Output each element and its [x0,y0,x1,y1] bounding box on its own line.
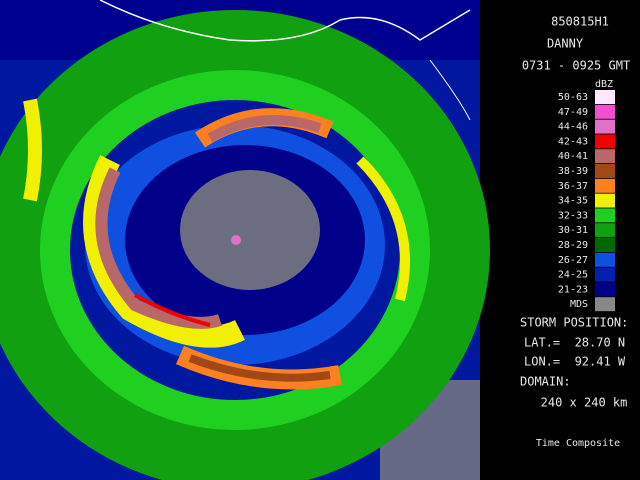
domain-heading: DOMAIN: [520,375,571,389]
eye-gray [180,170,320,290]
legend-label: 28-29 [558,240,588,251]
legend-swatch [595,90,615,104]
longitude: LON.= 92.41 W [524,355,626,369]
legend: 50-63 47-49 44-46 42-43 40-41 38-39 36-37 34-35… [558,90,615,312]
footer: Time Composite [536,438,620,449]
legend-swatch [595,252,615,267]
coastline-east [429,59,471,121]
south-core [188,354,331,382]
legend-label: 21-23 [558,284,588,295]
radar-image [0,0,490,480]
legend-swatch [595,208,615,223]
legend-label: 47-49 [558,107,588,118]
legend-swatch [595,149,615,164]
west-band [23,98,42,202]
legend-label: 44-46 [558,122,588,133]
latitude: LAT.= 28.70 N [524,336,625,350]
legend-label: 34-35 [558,196,588,207]
legend-swatch [595,178,615,193]
legend-label: 40-41 [558,151,588,162]
legend-label: 26-27 [558,255,588,266]
bright-green-band [40,70,430,430]
east-band [356,156,410,302]
red-core [134,293,211,327]
legend-swatch [595,134,615,149]
green-band [0,10,490,480]
legend-label: MDS [570,299,588,310]
legend-unit: dBZ [595,79,613,90]
legend-swatch [595,297,615,312]
legend-label: 50-63 [558,92,588,103]
storm-center [231,235,241,245]
legend-label: 30-31 [558,225,588,236]
coastline [99,0,471,42]
legend-label: 32-33 [558,210,588,221]
legend-swatch [595,238,615,252]
legend-swatch [595,164,615,178]
legend-label: 42-43 [558,136,588,147]
legend-swatch [595,193,615,208]
legend-label: 36-37 [558,181,588,192]
domain-size: 240 x 240 km [541,396,628,410]
time-range: 0731 - 0925 GMT [522,59,630,73]
legend-label: 38-39 [558,166,588,177]
legend-swatch [595,223,615,238]
yellow-band [83,155,245,348]
flight-id: 850815H1 [551,15,609,29]
position-heading: STORM POSITION: [520,316,628,330]
legend-label: 24-25 [558,270,588,281]
north-core [207,115,322,143]
legend-swatch [595,282,615,297]
storm-name: DANNY [547,37,584,51]
legend-swatch [595,119,615,134]
legend-swatch [595,267,615,282]
legend-swatch [595,104,615,119]
